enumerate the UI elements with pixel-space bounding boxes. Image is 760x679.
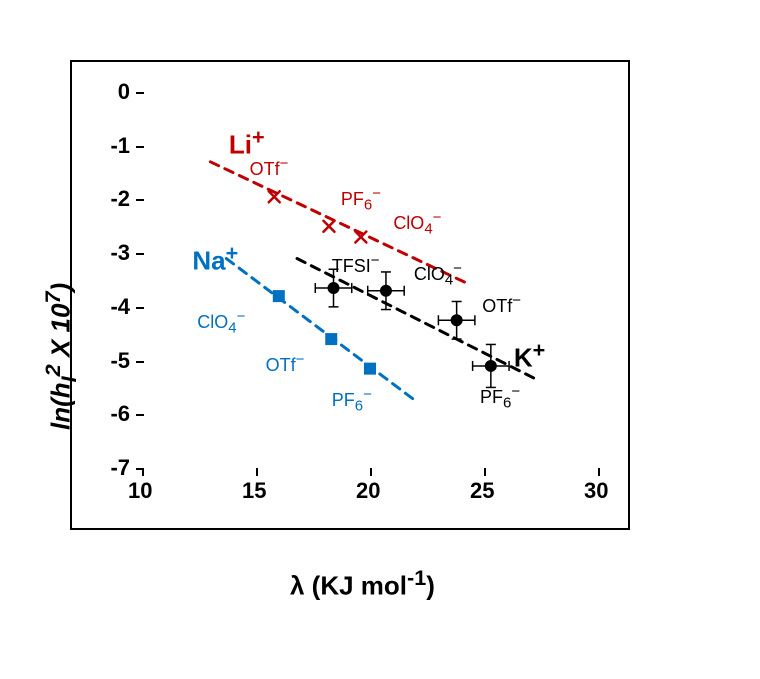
x-tick-label: 20 (356, 478, 380, 504)
y-tick (136, 307, 144, 309)
y-tick-label: -6 (110, 401, 130, 427)
y-tick (136, 199, 144, 201)
y-tick (136, 253, 144, 255)
x-axis-label: λ (KJ mol-1) (290, 565, 435, 602)
x-tick-label: 10 (128, 478, 152, 504)
y-tick-label: 0 (118, 79, 130, 105)
x-tick-label: 25 (470, 478, 494, 504)
x-tick (598, 468, 600, 476)
point-label: ClO4− (393, 209, 441, 238)
point-label: PF6− (480, 383, 520, 412)
point-label: OTf− (482, 292, 521, 317)
y-tick-label: -3 (110, 240, 130, 266)
x-tick-label: 15 (242, 478, 266, 504)
y-tick-label: -7 (110, 455, 130, 481)
chart-frame: OTf− PF6− ClO4− Li+ ClO4− OTf− PF6− Na+ TFSI− ClO… (70, 60, 630, 530)
plot-area: OTf− PF6− ClO4− Li+ ClO4− OTf− PF6− Na+ TFSI− ClO… (142, 92, 598, 468)
point-label: OTf− (266, 351, 305, 376)
x-tick (484, 468, 486, 476)
point-label: PF6− (341, 185, 381, 214)
series-label-k: K+ (514, 337, 545, 374)
x-tick (256, 468, 258, 476)
y-tick (136, 92, 144, 94)
point-label: PF6− (332, 386, 372, 415)
y-tick-label: -4 (110, 294, 130, 320)
y-axis-label: ln(hI2 X 107) (40, 283, 82, 430)
y-tick (136, 468, 144, 470)
y-tick (136, 146, 144, 148)
y-tick (136, 361, 144, 363)
y-tick-label: -1 (110, 133, 130, 159)
chart-labels-layer: OTf− PF6− ClO4− Li+ ClO4− OTf− PF6− Na+ TFSI− ClO… (142, 92, 598, 468)
x-tick-label: 30 (584, 478, 608, 504)
x-tick (370, 468, 372, 476)
point-label: TFSI− (332, 252, 380, 277)
series-label-na: Na+ (192, 240, 238, 277)
point-label: ClO4− (414, 260, 462, 289)
point-label: ClO4− (197, 308, 245, 337)
y-tick-label: -2 (110, 186, 130, 212)
series-label-li: Li+ (229, 124, 265, 161)
y-tick-label: -5 (110, 348, 130, 374)
y-tick (136, 414, 144, 416)
